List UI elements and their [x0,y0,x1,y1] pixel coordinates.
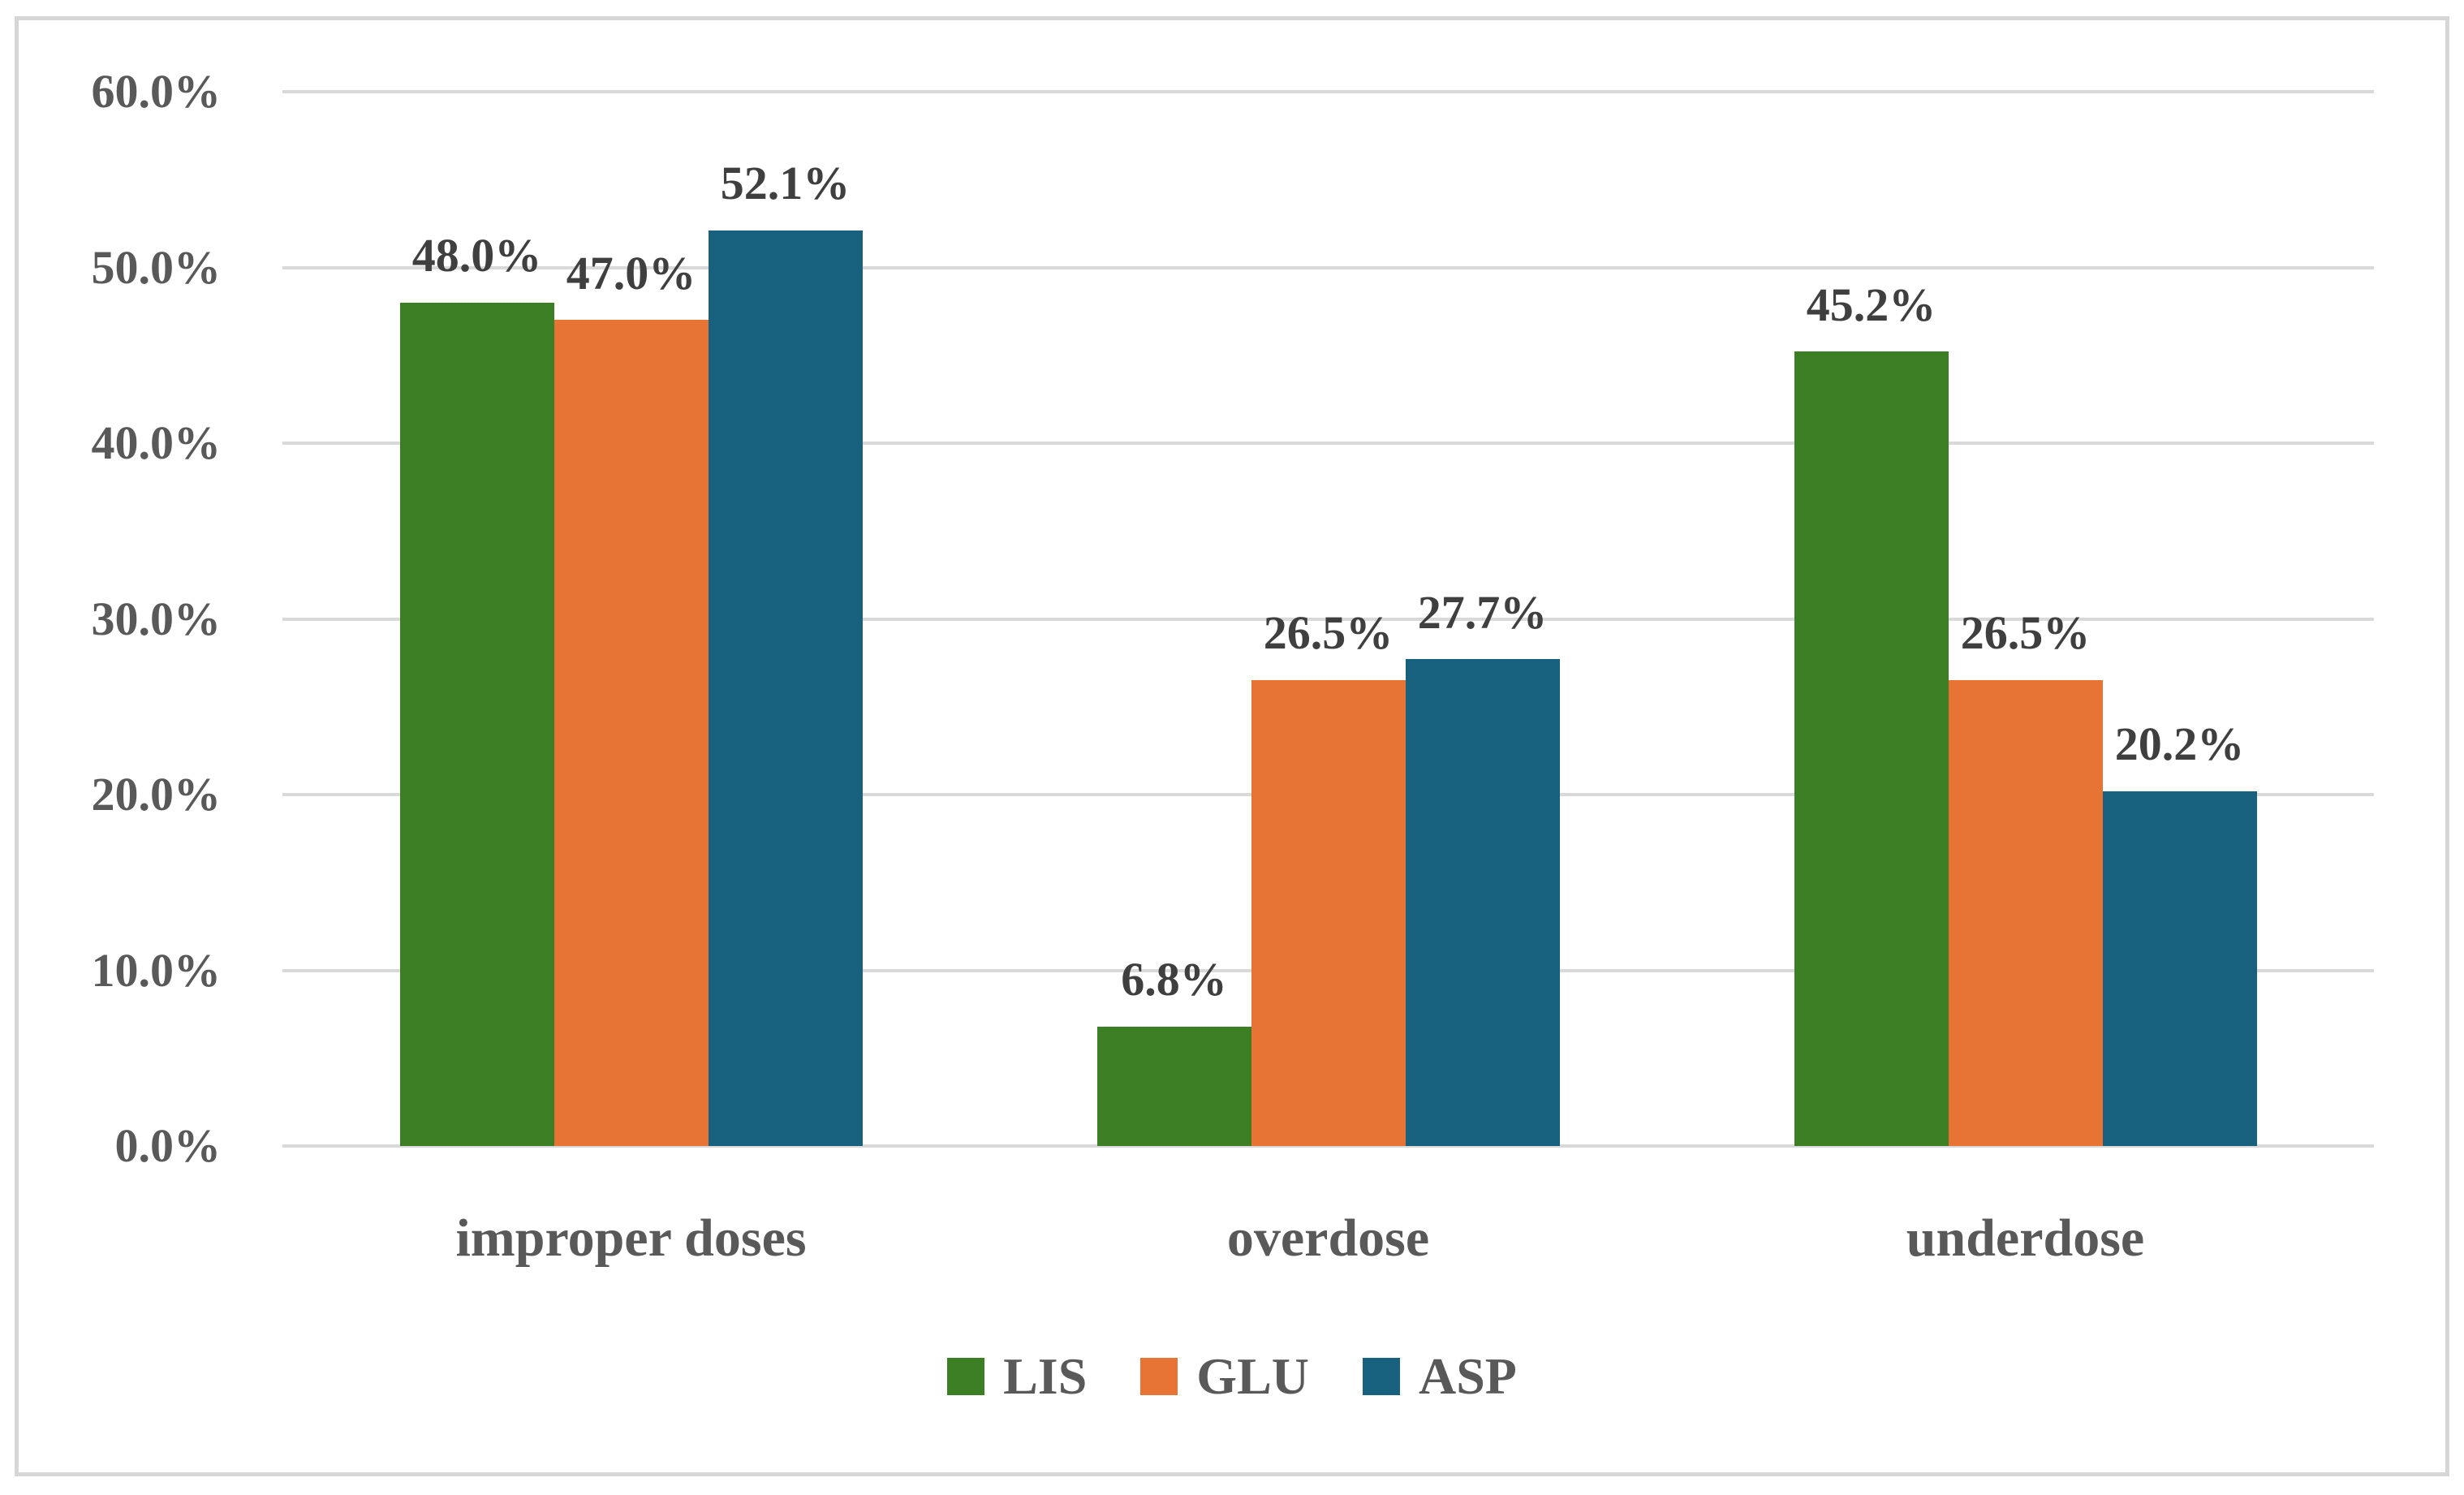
y-tick-label: 50.0% [91,240,222,294]
data-label-glu-improper-doses: 47.0% [566,246,696,299]
category-label-improper-doses: improper doses [455,1208,807,1268]
data-label-glu-underdose: 26.5% [1960,606,2091,660]
gridline-0.0% [282,1144,2374,1148]
x-axis-category-labels: improper doses overdose underdose [282,1200,2374,1277]
legend-label-lis: LIS [1003,1347,1088,1405]
gridline-30.0% [282,617,2374,621]
bar-glu-overdose: 26.5% [1251,607,1406,1146]
data-label-glu-overdose: 26.5% [1263,606,1394,660]
y-tick-label: 60.0% [91,65,222,118]
legend-swatch-icon-asp [1362,1358,1400,1395]
bar-asp-improper-doses: 52.1% [708,157,863,1146]
data-label-asp-underdose: 20.2% [2114,717,2245,770]
category-label-overdose: overdose [1226,1208,1430,1268]
data-label-lis-improper-doses: 48.0% [411,229,542,282]
legend-item-asp: ASP [1362,1346,1517,1407]
category-label-underdose: underdose [1906,1208,2145,1268]
bar-glu-underdose: 26.5% [1948,607,2103,1146]
legend-swatch-icon-glu [1140,1358,1178,1395]
legend-swatch-icon-lis [947,1358,985,1395]
y-tick-label: 40.0% [91,416,222,469]
bar-asp-underdose: 20.2% [2102,718,2257,1146]
gridline-40.0% [282,442,2374,446]
bar-asp-overdose: 27.7% [1405,586,1560,1146]
y-tick-label: 30.0% [91,592,222,645]
legend-item-glu: GLU [1140,1346,1309,1407]
y-axis: 0.0% 10.0% 20.0% 30.0% 40.0% 50.0% 60.0% [32,65,222,1172]
data-label-lis-underdose: 45.2% [1806,278,1936,331]
legend-label-asp: ASP [1418,1347,1517,1405]
legend-item-lis: LIS [947,1346,1087,1407]
bar-group-underdose: 45.2% 26.5% 20.2% [1677,92,2374,1146]
data-label-asp-overdose: 27.7% [1417,585,1548,639]
bar-lis-underdose: 45.2% [1794,278,1949,1146]
legend: LIS GLU ASP [0,1339,2464,1414]
y-tick-label: 0.0% [114,1119,222,1172]
data-label-lis-overdose: 6.8% [1121,952,1227,1006]
bar-group-improper-doses: 48.0% 47.0% 52.1% [282,92,980,1146]
bar-lis-overdose: 6.8% [1096,954,1251,1146]
gridline-60.0% [282,90,2374,93]
plot-area: 48.0% 47.0% 52.1% 6.8% 26.5% 27.7% 45.2% 26.5% 2… [282,90,2374,1148]
y-tick-label: 20.0% [91,768,222,821]
bar-group-overdose: 6.8% 26.5% 27.7% [980,92,1677,1146]
bar-glu-improper-doses: 47.0% [554,247,709,1146]
bar-lis-improper-doses: 48.0% [399,230,554,1146]
gridline-50.0% [282,265,2374,269]
y-tick-label: 10.0% [91,943,222,997]
legend-label-glu: GLU [1196,1347,1309,1405]
data-label-asp-improper-doses: 52.1% [720,157,851,210]
